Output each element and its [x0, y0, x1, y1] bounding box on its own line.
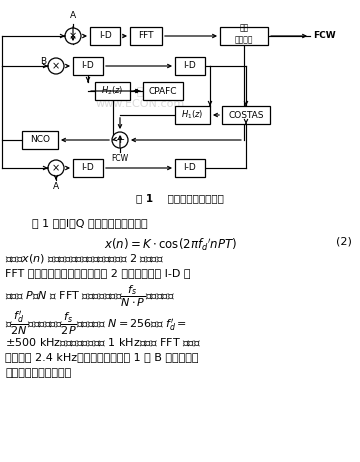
Bar — [222, 106, 270, 124]
Bar — [143, 82, 183, 100]
Text: $x(n) = K \cdot \cos(2\pi f_d{}'nPT)$: $x(n) = K \cdot \cos(2\pi f_d{}'nPT)$ — [104, 236, 237, 253]
Text: I-D: I-D — [82, 164, 94, 172]
Circle shape — [65, 28, 81, 44]
Text: 为$\dfrac{f_d^{\prime}}{2N}$，有效带宽为$\dfrac{f_s}{2P}$。于是，取 $N = 256$，当 $f_d^{\prime: 为$\dfrac{f_d^{\prime}}{2N}$，有效带宽为$\dfrac… — [5, 310, 187, 337]
Text: ×: × — [69, 31, 77, 41]
Text: 频率
估计算法: 频率 估计算法 — [235, 24, 253, 44]
Text: ×: × — [52, 163, 60, 173]
Bar — [90, 27, 120, 45]
Text: 成立，$x(n)$ 是接收信号与本地载波频率差的 2 倍，基于: 成立，$x(n)$ 是接收信号与本地载波频率差的 2 倍，基于 — [5, 252, 164, 265]
Bar — [175, 159, 205, 177]
Text: COSTAS: COSTAS — [228, 110, 264, 120]
Text: I-D: I-D — [184, 61, 196, 71]
Bar — [175, 57, 205, 75]
Text: (2): (2) — [336, 236, 352, 246]
Bar — [73, 159, 103, 177]
Text: 图 1    载波同步电路原理图: 图 1 载波同步电路原理图 — [136, 193, 224, 203]
Text: I-D: I-D — [99, 31, 111, 41]
Circle shape — [112, 132, 128, 148]
Bar — [130, 27, 162, 45]
Bar — [22, 131, 58, 149]
Text: $H_1(z)$: $H_1(z)$ — [181, 109, 204, 121]
Circle shape — [48, 160, 64, 176]
Text: I-D: I-D — [184, 164, 196, 172]
Text: FCW: FCW — [313, 31, 336, 41]
Bar — [175, 106, 210, 124]
Text: A: A — [70, 11, 76, 20]
Text: $\pm$500 kHz时，频率精度可达 1 kHz，此时 FFT 的频率: $\pm$500 kHz时，频率精度可达 1 kHz，此时 FFT 的频率 — [5, 336, 201, 348]
Text: FFT: FFT — [138, 31, 154, 41]
Bar — [73, 57, 103, 75]
Text: 图 1 中，I，Q 两路信号相乘，有：: 图 1 中，I，Q 两路信号相乘，有： — [32, 218, 148, 228]
Text: I-D: I-D — [82, 61, 94, 71]
Text: 取率为 $P$，$N$ 点 FFT 的频率分辨率为$\dfrac{f_s}{N \cdot P}$，频率精度: 取率为 $P$，$N$ 点 FFT 的频率分辨率为$\dfrac{f_s}{N … — [5, 284, 175, 309]
Text: $H_2(z)$: $H_2(z)$ — [101, 85, 124, 97]
Text: 样后的扩频基带信号。: 样后的扩频基带信号。 — [5, 368, 71, 378]
Text: A: A — [53, 182, 59, 191]
Text: 分辨率为 2.4 kHz。载波同步后，图 1 中 B 点输出为采: 分辨率为 2.4 kHz。载波同步后，图 1 中 B 点输出为采 — [5, 352, 198, 362]
Text: FCW: FCW — [112, 154, 129, 163]
Text: ×: × — [52, 61, 60, 71]
Text: 中
www.ECON.com: 中 www.ECON.com — [95, 87, 185, 109]
Text: FFT 的载波捕获所测得的频率是 2 倍的频差。取 I-D 抽: FFT 的载波捕获所测得的频率是 2 倍的频差。取 I-D 抽 — [5, 268, 190, 278]
Circle shape — [48, 58, 64, 74]
Text: CPAFC: CPAFC — [149, 86, 177, 96]
Bar — [220, 27, 268, 45]
Text: +: + — [115, 135, 125, 145]
Bar — [95, 82, 130, 100]
Text: B: B — [40, 56, 46, 66]
Text: NCO: NCO — [30, 135, 50, 145]
